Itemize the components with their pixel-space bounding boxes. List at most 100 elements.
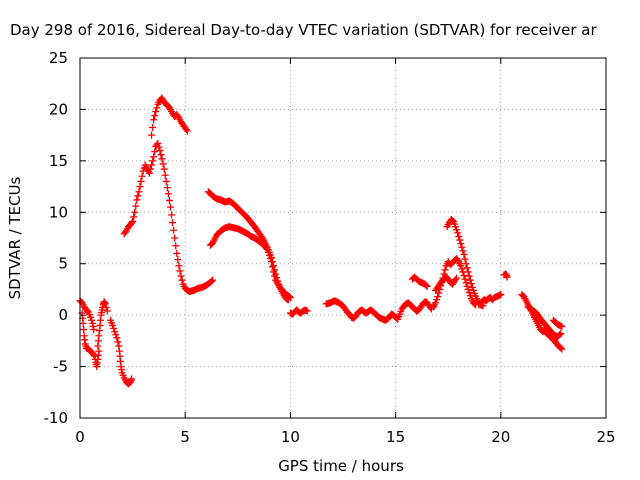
- data-point: [270, 262, 278, 270]
- data-point: [150, 153, 158, 161]
- data-point: [155, 143, 163, 151]
- data-point: [178, 276, 186, 284]
- data-point: [156, 147, 164, 155]
- series-seg5: [120, 139, 217, 295]
- data-point: [458, 265, 466, 273]
- data-point: [95, 347, 103, 355]
- data-point: [164, 190, 172, 198]
- data-point: [422, 281, 430, 289]
- data-point: [149, 157, 157, 165]
- data-point: [433, 296, 441, 304]
- data-point: [269, 263, 277, 271]
- series-seg15: [475, 291, 505, 309]
- data-point: [128, 219, 136, 227]
- y-tick-label: -10: [44, 409, 69, 427]
- grid: [80, 58, 606, 418]
- data-point: [271, 272, 279, 280]
- data-point: [453, 274, 461, 282]
- data-point: [464, 285, 472, 293]
- data-point: [109, 321, 117, 329]
- x-tick-label: 20: [491, 428, 510, 446]
- data-point: [557, 344, 565, 352]
- data-point: [132, 202, 140, 210]
- plot-frame: [79, 57, 607, 419]
- data-point: [114, 338, 122, 346]
- data-point: [83, 307, 91, 315]
- data-point: [90, 326, 98, 334]
- data-point: [455, 232, 463, 240]
- y-tick-label: 20: [49, 100, 68, 118]
- y-tick-label: -5: [53, 358, 68, 376]
- data-point: [556, 331, 564, 339]
- data-point: [157, 151, 165, 159]
- data-point: [465, 289, 473, 297]
- data-point: [464, 268, 472, 276]
- data-point: [468, 283, 476, 291]
- data-point: [152, 107, 160, 115]
- data-point: [457, 240, 465, 248]
- data-point: [453, 226, 461, 234]
- data-point: [133, 196, 141, 204]
- data-point: [264, 248, 272, 256]
- data-point: [130, 213, 138, 221]
- series-seg18: [524, 303, 565, 341]
- data-point: [182, 125, 190, 133]
- data-point: [150, 116, 158, 124]
- data-point: [467, 280, 475, 288]
- data-series: [76, 94, 566, 388]
- data-point: [170, 226, 178, 234]
- series-seg6: [148, 94, 191, 139]
- data-point: [452, 223, 460, 231]
- data-point: [463, 264, 471, 272]
- chart-title: Day 298 of 2016, Sidereal Day-to-day VTE…: [10, 21, 597, 39]
- series-seg9: [286, 306, 311, 318]
- data-point: [175, 262, 183, 270]
- data-point: [458, 243, 466, 251]
- data-point: [456, 236, 464, 244]
- data-point: [460, 250, 468, 258]
- data-point: [88, 316, 96, 324]
- data-point: [102, 303, 110, 311]
- data-point: [145, 169, 153, 177]
- data-point: [462, 260, 470, 268]
- data-point: [459, 247, 467, 255]
- x-tick-label: 5: [180, 428, 190, 446]
- data-point: [434, 293, 442, 301]
- data-point: [151, 112, 159, 120]
- data-point: [266, 255, 274, 263]
- data-point: [136, 183, 144, 191]
- data-point: [151, 148, 159, 156]
- data-point: [162, 177, 170, 185]
- data-point: [263, 245, 271, 253]
- data-point: [135, 188, 143, 196]
- data-point: [159, 160, 167, 168]
- data-point: [497, 291, 505, 299]
- data-point: [158, 155, 166, 163]
- data-point: [80, 326, 88, 334]
- data-point: [138, 172, 146, 180]
- data-point: [169, 219, 177, 227]
- series-seg2: [78, 309, 103, 371]
- data-point: [441, 266, 449, 274]
- data-point: [163, 184, 171, 192]
- y-tick-label: 10: [49, 203, 68, 221]
- y-tick-label: 15: [49, 152, 68, 170]
- data-point: [154, 139, 162, 147]
- x-tick-label: 10: [281, 428, 300, 446]
- data-point: [174, 112, 182, 120]
- data-point: [110, 325, 118, 333]
- data-point: [267, 258, 275, 266]
- data-point: [149, 123, 157, 131]
- data-point: [465, 272, 473, 280]
- data-point: [87, 313, 95, 321]
- data-point: [174, 256, 182, 264]
- data-point: [103, 307, 111, 315]
- data-point: [558, 345, 566, 353]
- data-point: [462, 279, 470, 287]
- data-point: [134, 192, 142, 200]
- data-point: [165, 104, 173, 112]
- data-point: [265, 251, 273, 259]
- data-point: [461, 275, 469, 283]
- data-point: [557, 330, 565, 338]
